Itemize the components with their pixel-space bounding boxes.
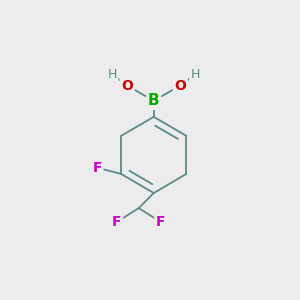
Text: B: B: [148, 93, 160, 108]
Text: O: O: [174, 79, 186, 93]
Text: F: F: [112, 215, 122, 229]
Text: O: O: [121, 79, 133, 93]
Text: F: F: [156, 215, 165, 229]
Text: F: F: [92, 161, 102, 175]
Text: H: H: [190, 68, 200, 81]
Text: H: H: [107, 68, 117, 81]
